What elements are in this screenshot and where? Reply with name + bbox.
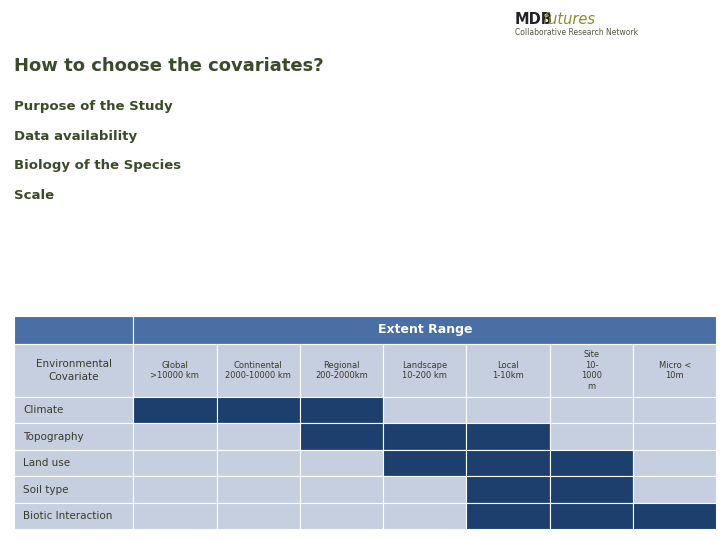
Bar	[383, 450, 467, 476]
Text: Extent Range: Extent Range	[377, 323, 472, 336]
Bar	[633, 450, 716, 476]
Text: Site
10-
1000
m: Site 10- 1000 m	[581, 350, 602, 390]
Text: Collaborative Research Network: Collaborative Research Network	[515, 28, 638, 37]
Bar	[217, 503, 300, 529]
Bar	[133, 344, 217, 397]
Bar	[633, 476, 716, 503]
Bar	[633, 423, 716, 450]
Bar	[300, 423, 383, 450]
Bar	[217, 423, 300, 450]
Bar	[633, 397, 716, 423]
Bar	[633, 503, 716, 529]
Bar	[467, 397, 550, 423]
Text: Micro <
10m: Micro < 10m	[659, 361, 691, 380]
Text: Soil type: Soil type	[23, 484, 68, 495]
Bar	[467, 423, 550, 450]
Text: MDB: MDB	[515, 12, 553, 27]
Bar	[300, 344, 383, 397]
Bar	[467, 450, 550, 476]
Text: Land use: Land use	[23, 458, 70, 468]
Bar	[383, 476, 467, 503]
Bar	[133, 423, 217, 450]
Bar	[14, 476, 133, 503]
Bar	[217, 450, 300, 476]
Bar	[14, 397, 133, 423]
Bar	[467, 476, 550, 503]
Bar	[550, 397, 633, 423]
Bar	[300, 476, 383, 503]
Text: Climate: Climate	[23, 405, 63, 415]
Bar	[550, 503, 633, 529]
Text: Data availability: Data availability	[14, 130, 138, 143]
Bar	[383, 344, 467, 397]
Text: Continental
2000-10000 km: Continental 2000-10000 km	[225, 361, 291, 380]
Bar	[217, 344, 300, 397]
Text: Landscape
10-200 km: Landscape 10-200 km	[402, 361, 447, 380]
Text: futures: futures	[543, 12, 595, 27]
Bar	[14, 423, 133, 450]
Text: Biotic Interaction: Biotic Interaction	[23, 511, 112, 521]
Bar	[300, 450, 383, 476]
Bar	[300, 503, 383, 529]
Bar	[383, 397, 467, 423]
Bar	[300, 397, 383, 423]
Bar	[383, 503, 467, 529]
Bar	[14, 344, 133, 397]
Text: Purpose of the Study: Purpose of the Study	[14, 100, 173, 113]
Bar	[14, 450, 133, 476]
Text: Local
1-10km: Local 1-10km	[492, 361, 524, 380]
Bar	[550, 476, 633, 503]
Text: Biology of the Species: Biology of the Species	[14, 159, 181, 172]
Bar	[14, 503, 133, 529]
Text: Scale: Scale	[14, 189, 55, 202]
Bar	[467, 344, 550, 397]
Text: Regional
200-2000km: Regional 200-2000km	[315, 361, 368, 380]
Text: Environmental
Covariate: Environmental Covariate	[36, 359, 112, 382]
Bar	[133, 450, 217, 476]
Text: Topography: Topography	[23, 431, 84, 442]
Bar	[383, 423, 467, 450]
Bar	[217, 397, 300, 423]
Bar	[133, 316, 716, 344]
Bar	[14, 316, 133, 344]
Text: How to choose the covariates?: How to choose the covariates?	[14, 57, 324, 75]
Bar	[633, 344, 716, 397]
Bar	[467, 503, 550, 529]
Bar	[550, 450, 633, 476]
Bar	[133, 503, 217, 529]
Bar	[217, 476, 300, 503]
Bar	[550, 344, 633, 397]
Bar	[550, 423, 633, 450]
Text: Global
>10000 km: Global >10000 km	[150, 361, 199, 380]
Bar	[133, 476, 217, 503]
Bar	[133, 397, 217, 423]
